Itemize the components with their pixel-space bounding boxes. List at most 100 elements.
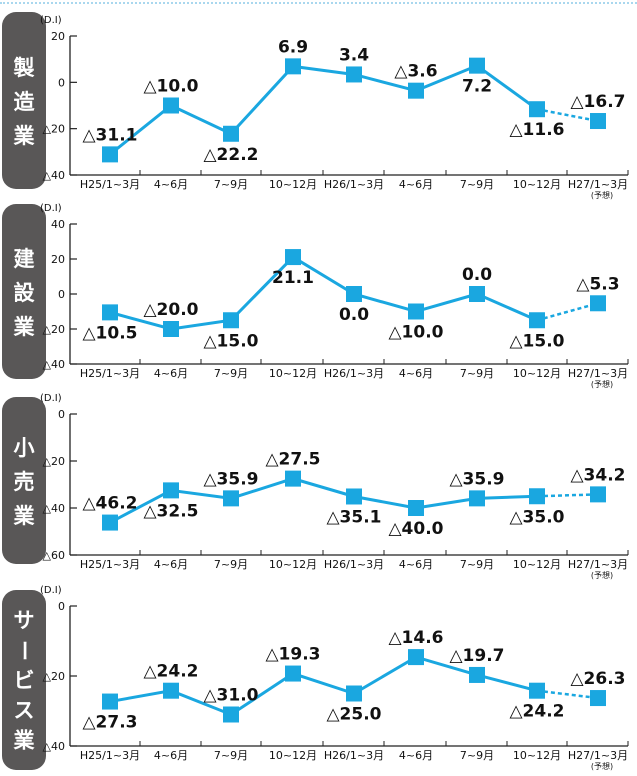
chart1-y-tick-label: △40 — [43, 169, 65, 182]
chart1-forecast-line — [536, 107, 599, 123]
chart1-x-tick-label: 7~9月 — [214, 178, 248, 191]
chart2-x-tick-label: 4~6月 — [154, 367, 188, 380]
chart4-y-tick-label: △20 — [43, 670, 65, 683]
chart1-x-tick-label: H25/1~3月 — [80, 178, 140, 191]
chart3-x-tick-label: 4~6月 — [154, 558, 188, 571]
chart4-data-point — [469, 666, 485, 683]
chart3-data-point — [590, 486, 606, 503]
chart3-x-tick-label: H27/1~3月 — [568, 558, 628, 571]
chart4-x-tick-label: H25/1~3月 — [80, 749, 140, 762]
chart2-y-tick-label: 0 — [58, 288, 65, 301]
chart1-x-tick-label: 7~9月 — [460, 178, 494, 191]
chart2-data-label: △15.0 — [509, 331, 564, 351]
chart2-x-tick-label: 10~12月 — [269, 367, 317, 380]
chart2-forecast-line — [536, 302, 599, 322]
chart3-data-label: △35.0 — [509, 507, 564, 527]
chart4-data-label: △26.3 — [570, 669, 625, 689]
chart2-x-tick-label: 7~9月 — [214, 367, 248, 380]
chart2-data-point — [223, 312, 239, 329]
chart2-data-point — [163, 321, 179, 337]
chart3-series-line — [109, 477, 538, 524]
chart4-x-tick-label: 10~12月 — [269, 749, 317, 762]
chart4-data-label: △24.2 — [143, 662, 198, 682]
chart3-data-label: △35.1 — [326, 507, 381, 527]
chart1-x-tick-label: 4~6月 — [154, 178, 188, 191]
chart3-x-tick-label: 7~9月 — [214, 558, 248, 571]
chart1-data-label: △31.1 — [82, 125, 137, 145]
chart4-x-tick-label: 7~9月 — [460, 749, 494, 762]
chart4-data-label: △27.3 — [82, 713, 137, 733]
chart4-data-point — [529, 682, 545, 699]
chart2-data-point — [285, 249, 301, 266]
chart2-x-tick-label: H26/1~3月 — [324, 367, 384, 380]
chart3-forecast-note: (予想) — [591, 570, 613, 580]
chart3-y-tick-label: △20 — [43, 455, 65, 468]
chart2-unit-label: (D.I) — [40, 203, 62, 214]
chart4-data-point — [408, 649, 424, 666]
chart2-data-label: 0.0 — [462, 265, 492, 285]
chart4-side-label-char: 業 — [14, 729, 36, 753]
chart1-x-tick-label: H27/1~3月 — [568, 178, 628, 191]
chart2-data-label: △10.5 — [82, 323, 137, 343]
chart2-data-point — [529, 312, 545, 329]
chart4-y-tick-label: △40 — [43, 740, 65, 753]
chart4-data-label: △19.7 — [449, 646, 504, 666]
chart1-data-point — [285, 58, 301, 75]
chart1-side-panel — [2, 12, 46, 189]
chart1-x-tick-label: 4~6月 — [399, 178, 433, 191]
chart2-x-tick-label: H27/1~3月 — [568, 367, 628, 380]
chart1-data-point — [102, 146, 118, 163]
chart2-data-point — [469, 286, 485, 302]
chart3-data-point — [408, 500, 424, 516]
chart4-side-label-char: ー — [12, 640, 36, 661]
chart2-data-label: △10.0 — [388, 323, 443, 343]
chart2-series-line — [109, 255, 538, 331]
chart1-data-label: △11.6 — [509, 120, 564, 140]
chart2-x-tick-label: 10~12月 — [513, 367, 561, 380]
chart1-data-point — [163, 97, 179, 114]
chart2-y-tick-label: △20 — [43, 323, 65, 336]
chart1-data-label: 7.2 — [462, 77, 492, 97]
chart4-forecast-line — [536, 689, 599, 700]
chart4-data-label: △31.0 — [203, 686, 258, 706]
chart4-data-label: △19.3 — [265, 645, 320, 665]
chart2-y-tick-label: 40 — [51, 218, 65, 231]
chart2-side-label-char: 建 — [14, 247, 35, 271]
chart2-data-point — [102, 304, 118, 321]
chart1-data-point — [529, 101, 545, 118]
chart1-y-tick-label: 0 — [58, 76, 65, 89]
chart3-data-label: △32.5 — [143, 501, 198, 521]
chart4-x-tick-label: 7~9月 — [214, 749, 248, 762]
chart3-forecast-line — [536, 493, 599, 498]
chart3-data-point — [223, 490, 239, 507]
chart3-y-tick-label: △60 — [43, 549, 65, 562]
chart4-x-tick-label: 4~6月 — [399, 749, 433, 762]
chart3-x-tick-label: H25/1~3月 — [80, 558, 140, 571]
chart2-x-tick-label: 7~9月 — [460, 367, 494, 380]
chart3-data-label: △27.5 — [265, 450, 320, 470]
chart4-data-label: △24.2 — [509, 702, 564, 722]
chart4-forecast-note: (予想) — [591, 761, 613, 771]
chart1-series-line — [109, 63, 538, 156]
chart1-data-label: △22.2 — [203, 145, 258, 165]
chart4-x-tick-label: H27/1~3月 — [568, 749, 628, 762]
chart1-data-point — [223, 125, 239, 142]
chart3-x-tick-label: 10~12月 — [269, 558, 317, 571]
chart3-data-point — [285, 470, 301, 487]
chart1-side-label-char: 造 — [14, 90, 36, 114]
top-dotted-rule — [0, 2, 637, 4]
chart2-x-tick-label: H25/1~3月 — [80, 367, 140, 380]
chart4-data-point — [590, 690, 606, 707]
chart3-data-point — [469, 490, 485, 507]
chart3-data-label: △40.0 — [388, 519, 443, 539]
chart4-data-point — [346, 685, 362, 702]
chart2-data-point — [408, 303, 424, 320]
chart4-data-point — [285, 665, 301, 682]
chart3-x-tick-label: 10~12月 — [513, 558, 561, 571]
chart4-unit-label: (D.I) — [40, 585, 62, 596]
chart4-series-line — [109, 655, 538, 717]
chart1-data-label: 6.9 — [278, 37, 308, 57]
chart3-side-panel — [2, 397, 46, 564]
chart4-side-label-char: サ — [14, 609, 35, 633]
